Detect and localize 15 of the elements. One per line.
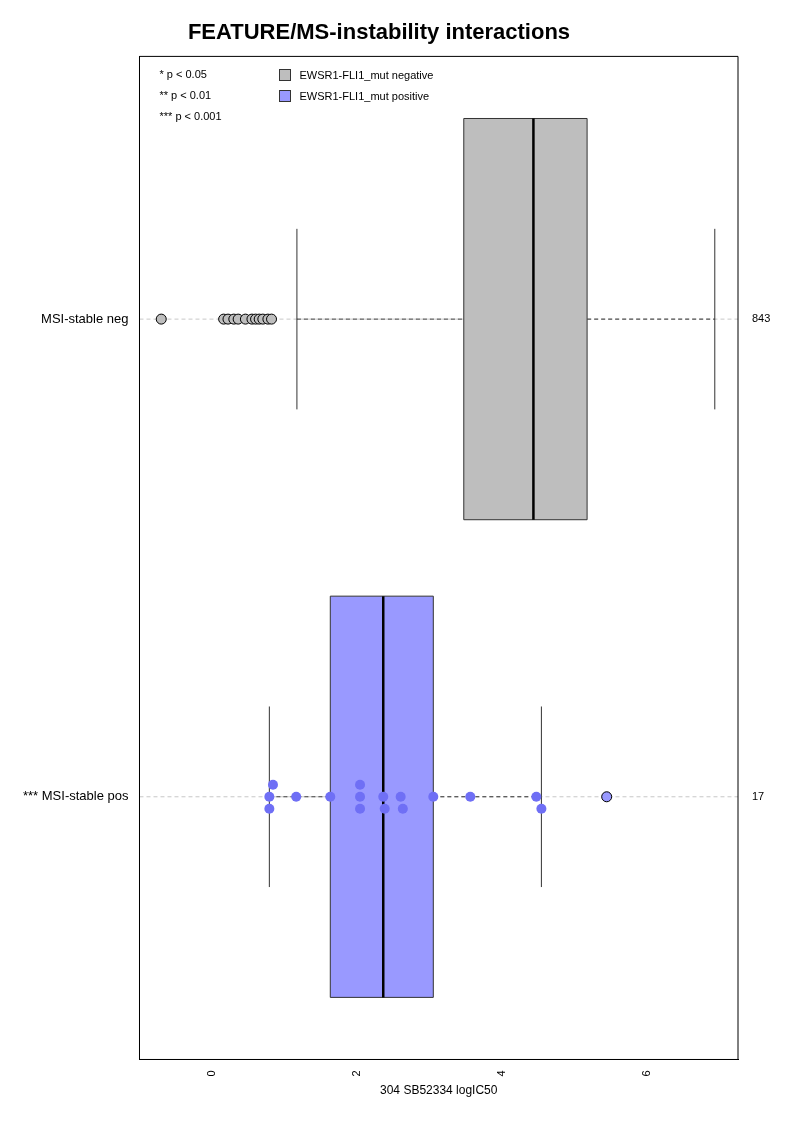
- x-tick-label: 4: [495, 1070, 508, 1077]
- legend-label: EWSR1-FLI1_mut negative: [299, 68, 434, 81]
- annotation: *** p < 0.001: [159, 110, 222, 123]
- x-tick-label: 6: [640, 1070, 653, 1077]
- text: 17: [752, 789, 765, 802]
- legend-label: EWSR1-FLI1_mut positive: [299, 89, 430, 102]
- text: 843: [752, 312, 771, 325]
- x-tick-label: 0: [205, 1070, 218, 1077]
- y-tick-label: MSI-stable neg: [41, 310, 129, 326]
- y-tick-label: *** MSI-stable pos: [22, 788, 129, 804]
- chart-title: FEATURE/MS-instability interactions: [187, 19, 571, 45]
- x-axis-title: 304 SB52334 logIC50: [380, 1083, 498, 1098]
- annotation: ** p < 0.01: [159, 89, 212, 102]
- x-tick-label: 2: [350, 1070, 363, 1077]
- annotation: * p < 0.05: [159, 68, 207, 81]
